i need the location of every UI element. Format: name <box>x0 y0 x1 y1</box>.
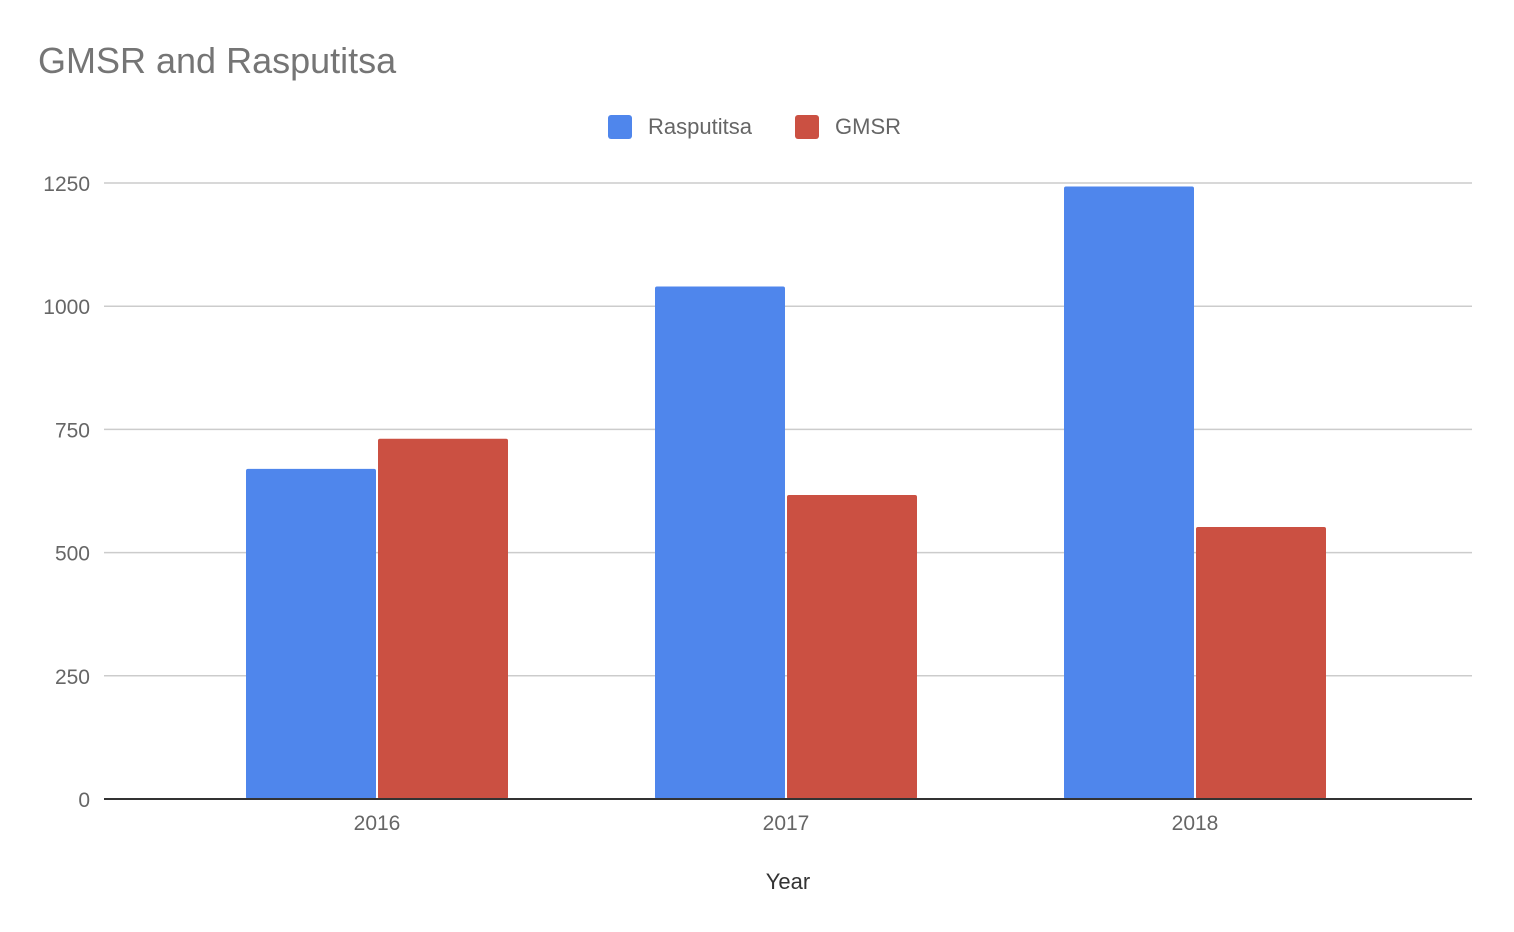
bar-rasputitsa-2018 <box>1064 186 1194 800</box>
chart-title: GMSR and Rasputitsa <box>38 40 397 81</box>
bar-gmsr-2016 <box>378 438 508 799</box>
y-tick-label: 1250 <box>43 173 90 196</box>
y-axis-tick-labels: 0 250 500 750 1000 1250 <box>43 173 90 812</box>
bar-rasputitsa-2016 <box>246 468 376 799</box>
y-tick-label: 500 <box>55 543 90 566</box>
y-tick-label: 1000 <box>43 296 90 319</box>
x-tick-label: 2018 <box>1172 812 1219 835</box>
legend-label-rasputitsa: Rasputitsa <box>648 114 753 139</box>
x-tick-label: 2016 <box>354 812 401 835</box>
x-axis-title: Year <box>766 869 810 894</box>
legend: Rasputitsa GMSR <box>608 114 901 139</box>
x-axis-tick-labels: 2016 2017 2018 <box>354 812 1219 835</box>
y-tick-label: 750 <box>55 419 90 442</box>
legend-swatch-rasputitsa <box>608 115 632 139</box>
legend-swatch-gmsr <box>795 115 819 139</box>
y-tick-label: 0 <box>78 789 90 812</box>
legend-label-gmsr: GMSR <box>835 114 901 139</box>
y-tick-label: 250 <box>55 666 90 689</box>
bar-gmsr-2018 <box>1196 526 1326 799</box>
bar-rasputitsa-2017 <box>655 286 785 799</box>
x-tick-label: 2017 <box>763 812 810 835</box>
bars <box>246 186 1326 800</box>
bar-gmsr-2017 <box>787 494 917 799</box>
